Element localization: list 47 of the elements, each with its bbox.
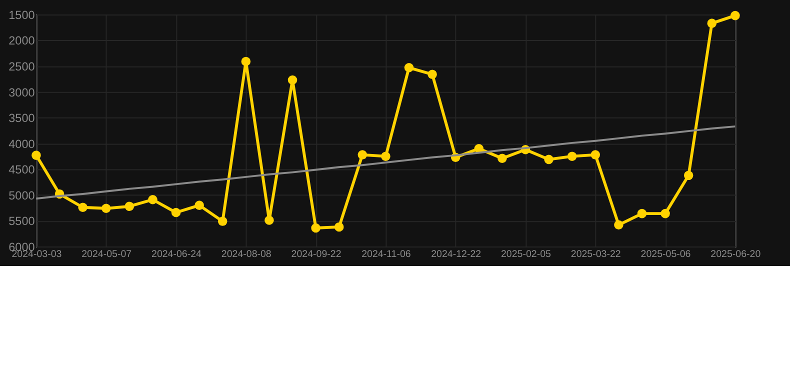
x-tick-label: 2024-05-07 (82, 248, 132, 260)
point (124, 202, 134, 211)
x-tick-label: 2025-03-22 (570, 248, 621, 260)
point (218, 216, 228, 226)
x-tick-label: 2024-09-22 (291, 248, 342, 260)
x-tick-label: 2024-08-08 (221, 248, 272, 260)
y-tick-label: 2000 (8, 34, 36, 48)
point (311, 223, 320, 233)
y-tick-label: 4500 (8, 164, 36, 177)
point (358, 150, 368, 160)
point (334, 222, 344, 232)
point (288, 75, 298, 85)
point (148, 195, 158, 204)
point (101, 204, 111, 214)
point (171, 208, 181, 218)
point (498, 154, 507, 164)
x-tick-label: 2024-12-22 (431, 248, 482, 260)
y-tick-label: 5000 (8, 189, 36, 202)
point (381, 152, 390, 161)
x-tick-label: 2024-11-06 (362, 248, 411, 260)
point (614, 220, 624, 230)
point (78, 202, 88, 212)
point (707, 18, 717, 28)
point (264, 216, 274, 225)
y-tick-label: 3500 (8, 112, 36, 126)
point (428, 70, 437, 79)
y-tick-label: 5500 (8, 215, 36, 228)
x-tick-label: 2025-05-06 (640, 248, 691, 260)
point (544, 154, 554, 164)
point (590, 150, 600, 160)
point (684, 170, 694, 180)
point (241, 56, 251, 66)
point (730, 10, 740, 20)
x-tick-label: 2025-02-05 (500, 248, 552, 260)
x-tick-label: 2025-06-20 (710, 248, 762, 260)
point (194, 200, 204, 210)
y-tick-label: 2500 (8, 60, 36, 74)
x-tick-label: 2024-06-24 (152, 248, 202, 260)
point (404, 63, 414, 72)
y-tick-label: 3000 (8, 86, 36, 100)
point (637, 208, 647, 218)
point (32, 150, 41, 160)
y-tick-label: 1500 (8, 8, 36, 22)
point (660, 208, 670, 218)
line-series (35, 125, 736, 200)
point (567, 152, 577, 161)
y-tick-label: 4000 (8, 138, 36, 151)
